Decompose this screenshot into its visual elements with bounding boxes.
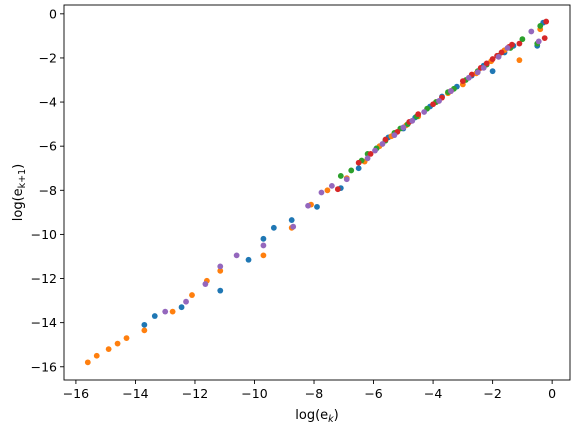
data-point-s1-4 [123, 335, 130, 341]
data-point-s0-10 [355, 165, 362, 172]
data-point-s4-24 [504, 45, 511, 51]
data-point-s0-3 [217, 287, 224, 294]
data-point-s4-16 [409, 117, 416, 124]
data-point-s1-1 [93, 352, 100, 359]
data-point-s2-1 [348, 167, 355, 174]
y-tick-label: 0 [49, 6, 57, 21]
y-axis-label-sub: k+1 [17, 169, 28, 189]
data-point-s4-25 [528, 28, 535, 35]
data-point-s4-19 [448, 88, 454, 94]
x-tick-label: −8 [305, 386, 323, 401]
data-point-s3-18 [509, 41, 515, 48]
data-point-s4-6 [290, 223, 297, 230]
data-point-s3-7 [430, 101, 436, 108]
y-tick-label: −10 [31, 227, 57, 242]
data-point-s1-7 [189, 292, 195, 298]
data-point-s1-3 [114, 340, 121, 347]
plot-points [84, 18, 550, 366]
x-axis-label-base: log(e [295, 408, 328, 423]
y-tick-label: −16 [31, 359, 57, 374]
y-axis-label-base: log(e [11, 188, 26, 221]
data-point-s2-0 [337, 173, 344, 179]
data-point-s4-8 [318, 189, 325, 196]
data-point-s4-2 [202, 281, 209, 287]
data-point-s3-3 [382, 136, 389, 143]
data-point-s4-13 [379, 141, 386, 147]
x-tick-label: −10 [241, 386, 267, 401]
data-point-s3-1 [355, 159, 362, 166]
data-point-s3-21 [543, 18, 550, 25]
x-axis-label-sub: k [328, 414, 334, 425]
data-point-s1-10 [260, 252, 267, 259]
data-point-s3-20 [541, 35, 548, 41]
data-point-s3-2 [367, 151, 374, 157]
y-tick-label: −14 [31, 315, 57, 330]
y-axis-ticks: −16 −14 −12 −10 −8 −6 −4 −2 0 [31, 6, 64, 374]
data-point-s4-17 [421, 109, 428, 115]
data-point-s4-9 [328, 182, 335, 189]
y-axis-label: log(ek+1) [11, 164, 28, 221]
data-point-s4-7 [305, 202, 311, 209]
x-tick-label: −12 [182, 386, 208, 401]
data-point-s0-2 [178, 304, 185, 311]
data-point-s4-11 [364, 155, 371, 162]
y-tick-label: −4 [39, 95, 57, 110]
data-point-s4-15 [400, 124, 407, 131]
data-point-s1-9 [217, 267, 224, 274]
data-point-s2-21 [537, 23, 544, 29]
y-tick-label: −6 [39, 139, 57, 154]
data-point-s1-2 [105, 346, 112, 353]
data-point-s0-0 [141, 321, 148, 328]
x-tick-label: −16 [63, 386, 89, 401]
data-point-s3-0 [334, 186, 341, 193]
data-point-s1-5 [141, 327, 148, 334]
data-point-s3-13 [483, 60, 490, 67]
data-point-s4-26 [535, 38, 542, 45]
data-point-s4-0 [162, 308, 169, 315]
data-point-s4-10 [343, 176, 350, 183]
data-point-s4-3 [217, 263, 224, 270]
data-point-s0-5 [260, 235, 267, 242]
data-point-s1-13 [324, 187, 331, 194]
data-point-s4-1 [183, 298, 189, 305]
data-point-s0-8 [314, 203, 320, 210]
x-tick-label: 0 [548, 386, 556, 401]
data-point-s3-10 [459, 78, 466, 84]
x-tick-label: −4 [424, 386, 442, 401]
x-tick-label: −2 [483, 386, 501, 401]
data-point-s4-20 [465, 74, 472, 81]
data-point-s4-4 [233, 252, 240, 259]
data-point-s4-21 [474, 69, 481, 76]
data-point-s0-7 [288, 217, 295, 223]
y-tick-label: −8 [39, 183, 57, 198]
data-point-s3-14 [489, 56, 496, 62]
x-axis-label-close: ) [334, 408, 339, 423]
data-point-s4-22 [480, 64, 487, 71]
data-point-s0-1 [151, 313, 158, 319]
data-point-s4-14 [391, 132, 398, 139]
x-tick-label: −6 [364, 386, 382, 401]
data-point-s2-19 [519, 36, 526, 43]
data-point-s3-6 [415, 111, 422, 118]
data-point-s4-12 [372, 147, 378, 154]
x-tick-label: −14 [122, 386, 148, 401]
data-point-s1-0 [84, 359, 91, 366]
x-axis-ticks: −16 −14 −12 −10 −8 −6 −4 −2 0 [63, 380, 556, 401]
data-point-s1-26 [516, 57, 523, 64]
data-point-s4-18 [436, 98, 442, 104]
plot-frame [63, 4, 571, 381]
data-point-s4-5 [260, 242, 267, 249]
x-axis-label: log(ek) [295, 408, 338, 425]
y-tick-label: −12 [31, 271, 57, 286]
data-point-s0-4 [245, 256, 252, 263]
data-point-s3-16 [498, 49, 505, 56]
y-tick-label: −2 [39, 50, 57, 65]
y-axis-label-close: ) [11, 164, 26, 169]
data-point-s0-6 [270, 224, 277, 231]
data-point-s4-23 [495, 53, 502, 60]
data-point-s1-6 [169, 308, 176, 315]
data-point-s3-19 [516, 40, 523, 47]
data-point-s0-20 [489, 68, 496, 75]
